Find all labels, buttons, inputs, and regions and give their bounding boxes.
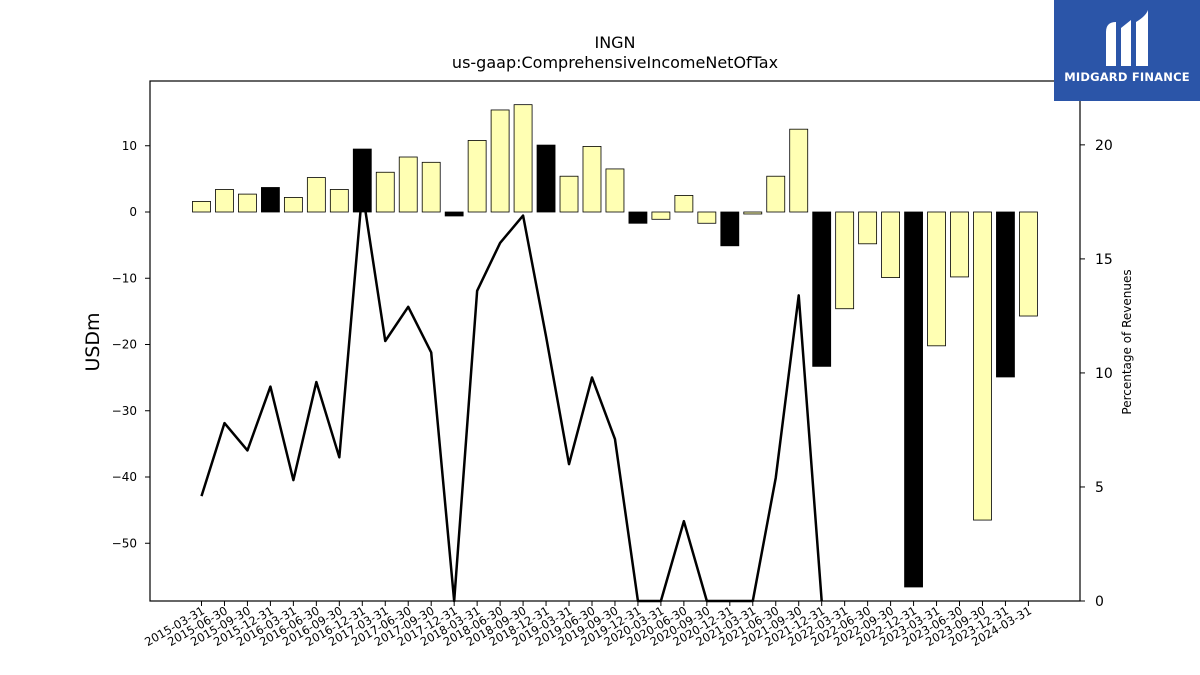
bar [215, 189, 234, 213]
y-tick-label: 0 [129, 205, 137, 219]
bar [766, 175, 786, 213]
y-tick-label: −40 [112, 470, 137, 484]
bar [444, 211, 464, 217]
bar [559, 175, 579, 213]
chart-subtitle: us-gaap:ComprehensiveIncomeNetOfTax [452, 53, 778, 72]
bar [881, 211, 900, 278]
bar [628, 211, 648, 224]
y-tick-label: −20 [112, 338, 137, 352]
bar [835, 211, 855, 310]
y-tick-label: −50 [112, 536, 137, 550]
bar [858, 211, 878, 245]
logo-text: MIDGARD FINANCE [1064, 70, 1190, 84]
bar [927, 211, 946, 347]
bar [996, 211, 1015, 378]
y2-tick-label: 15 [1095, 252, 1113, 268]
bar [536, 144, 556, 213]
bar [513, 104, 533, 213]
bar [329, 189, 349, 213]
y2-tick-label: 10 [1095, 366, 1113, 382]
y-tick-label: −30 [112, 404, 137, 418]
bar [789, 128, 809, 213]
bar [192, 200, 211, 213]
bar [261, 187, 280, 213]
y2-tick-label: 0 [1095, 594, 1104, 610]
bar [1019, 211, 1038, 317]
bar [398, 156, 418, 213]
brand-logo: MIDGARD FINANCE [1054, 0, 1200, 101]
bar [950, 211, 969, 278]
bar [467, 140, 487, 213]
bar [490, 109, 510, 213]
y2-axis-label: Percentage of Revenues [1120, 269, 1134, 414]
bar [904, 211, 923, 588]
y-tick-label: −10 [112, 271, 137, 285]
bar [812, 211, 832, 367]
bar [238, 193, 257, 213]
line-series-path [200, 189, 823, 603]
bar-series [192, 104, 1038, 588]
bar [973, 211, 992, 521]
bar [697, 211, 717, 224]
line-series [200, 189, 823, 603]
bar [605, 168, 625, 213]
axes: 100−10−20−30−40−50051015202015-03-312015… [112, 80, 1113, 649]
bar [582, 146, 602, 213]
logo-mark-icon [1106, 10, 1148, 66]
y2-tick-label: 20 [1095, 138, 1113, 154]
y-tick-label: 10 [122, 139, 137, 153]
y2-tick-label: 5 [1095, 480, 1104, 496]
chart-title: INGN [594, 33, 635, 52]
bar [283, 197, 303, 213]
bar [720, 211, 740, 247]
bar [421, 161, 441, 213]
bar [743, 211, 763, 215]
y-axis-label: USDm [82, 312, 104, 371]
bar [651, 211, 671, 220]
bar [352, 148, 372, 213]
bar [674, 195, 694, 213]
bar [306, 177, 326, 213]
bar [375, 171, 395, 213]
